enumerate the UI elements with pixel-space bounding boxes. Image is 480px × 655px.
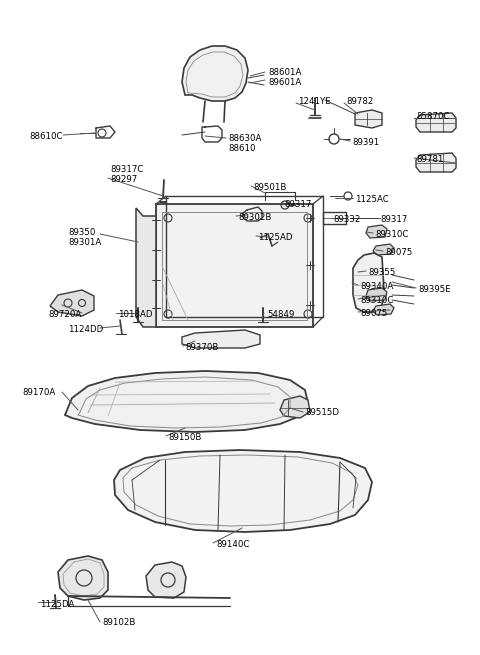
Text: 89075: 89075 <box>360 309 387 318</box>
Polygon shape <box>373 244 394 255</box>
Text: 89140C: 89140C <box>216 540 250 549</box>
Polygon shape <box>280 396 310 418</box>
Text: 89501B: 89501B <box>253 183 287 192</box>
Text: 89355: 89355 <box>368 268 396 277</box>
Polygon shape <box>355 110 382 128</box>
Polygon shape <box>58 556 108 600</box>
Text: 89370B: 89370B <box>185 343 218 352</box>
Text: 89170A: 89170A <box>22 388 55 397</box>
Text: 89332: 89332 <box>333 215 360 224</box>
Text: 1018AD: 1018AD <box>118 310 153 319</box>
Text: 89781: 89781 <box>416 155 444 164</box>
Text: 1125AC: 1125AC <box>355 195 389 204</box>
Polygon shape <box>182 46 248 101</box>
Polygon shape <box>366 288 387 301</box>
Text: 1241YE: 1241YE <box>298 97 331 106</box>
Text: 89317: 89317 <box>380 215 408 224</box>
Text: 89720A: 89720A <box>48 310 81 319</box>
Polygon shape <box>182 330 260 348</box>
Polygon shape <box>146 562 186 598</box>
Polygon shape <box>156 204 313 327</box>
Text: 89350
89301A: 89350 89301A <box>68 228 101 248</box>
Text: 88630A
88610: 88630A 88610 <box>228 134 262 153</box>
Text: 54849: 54849 <box>267 310 294 319</box>
Polygon shape <box>373 304 394 315</box>
Text: 89515D: 89515D <box>305 408 339 417</box>
Polygon shape <box>65 371 308 432</box>
Text: 1125DA: 1125DA <box>40 600 74 609</box>
Polygon shape <box>114 450 372 532</box>
Polygon shape <box>416 153 456 172</box>
Text: 89317C
89297: 89317C 89297 <box>110 165 144 185</box>
Text: 89102B: 89102B <box>102 618 135 627</box>
Text: 89317: 89317 <box>284 200 312 209</box>
Text: 89340A: 89340A <box>360 282 393 291</box>
Polygon shape <box>353 253 384 312</box>
Polygon shape <box>50 290 94 316</box>
Text: 88601A
89601A: 88601A 89601A <box>268 68 301 87</box>
Text: 89075: 89075 <box>385 248 412 257</box>
Text: 1125AD: 1125AD <box>258 233 292 242</box>
Polygon shape <box>366 225 387 238</box>
Text: 89391: 89391 <box>352 138 379 147</box>
Text: 1124DD: 1124DD <box>68 325 103 334</box>
Text: 89782: 89782 <box>346 97 373 106</box>
Text: 89150B: 89150B <box>168 433 202 442</box>
Text: 89310C: 89310C <box>375 230 408 239</box>
Polygon shape <box>136 208 156 327</box>
Text: 85870C: 85870C <box>416 112 449 121</box>
Polygon shape <box>416 113 456 132</box>
Text: 89302B: 89302B <box>238 213 271 222</box>
Text: 88610C: 88610C <box>29 132 63 141</box>
Text: 89310C: 89310C <box>360 296 394 305</box>
Text: 89395E: 89395E <box>418 285 451 294</box>
